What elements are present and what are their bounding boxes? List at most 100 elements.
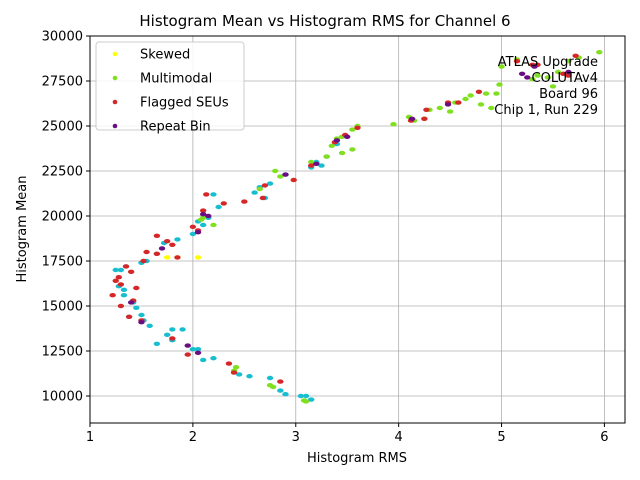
data-point <box>338 150 346 156</box>
data-point <box>194 255 202 260</box>
data-point <box>408 116 416 122</box>
annotation-line: COLUTAv4 <box>532 71 598 86</box>
data-point <box>199 222 207 228</box>
legend-marker <box>112 99 118 105</box>
legend-label: Skewed <box>140 48 190 63</box>
data-point <box>115 275 123 280</box>
y-tick-label: 20000 <box>42 210 83 225</box>
y-tick-label: 25000 <box>42 120 83 135</box>
data-point <box>199 212 207 217</box>
data-point <box>266 181 274 186</box>
data-point <box>199 357 207 363</box>
x-tick-label: 1 <box>86 430 94 445</box>
data-point <box>444 102 452 107</box>
data-point <box>421 116 428 122</box>
data-point <box>290 177 297 183</box>
data-point <box>189 224 197 229</box>
legend-entry: Skewed <box>112 48 190 63</box>
data-point <box>524 75 531 80</box>
data-point <box>210 192 217 197</box>
data-point <box>493 91 500 96</box>
x-tick-label: 3 <box>292 430 300 445</box>
data-point <box>133 305 140 310</box>
data-point <box>277 379 284 384</box>
data-point <box>210 356 217 361</box>
data-point <box>529 77 536 82</box>
data-point <box>246 374 253 379</box>
x-axis-title: Histogram RMS <box>307 451 407 466</box>
data-point <box>153 251 161 256</box>
data-point <box>210 222 217 228</box>
data-point <box>271 168 279 174</box>
data-point <box>344 134 351 139</box>
legend-marker <box>112 75 118 81</box>
data-point <box>308 159 315 165</box>
data-point <box>158 246 166 251</box>
data-point <box>544 75 552 80</box>
legend-label: Repeat Bin <box>140 120 211 135</box>
data-point <box>184 343 191 348</box>
data-point <box>127 269 135 274</box>
x-tick-label: 5 <box>497 430 505 445</box>
data-point <box>138 320 145 325</box>
data-point <box>565 69 572 75</box>
data-point <box>596 50 603 55</box>
data-point <box>549 84 557 89</box>
data-point <box>169 336 176 341</box>
y-axis-title: Histogram Mean <box>15 176 30 283</box>
data-point <box>153 233 161 238</box>
data-point <box>169 327 176 332</box>
annotation-line: Board 96 <box>539 87 598 102</box>
data-point <box>140 258 147 264</box>
legend-frame <box>95 41 245 131</box>
y-tick-label: 22500 <box>42 165 83 180</box>
data-point <box>308 397 315 402</box>
data-point <box>323 154 330 159</box>
data-point <box>261 183 269 188</box>
data-point <box>199 208 207 213</box>
data-point <box>282 172 289 177</box>
annotation-line: Chip 1, Run 229 <box>494 103 598 118</box>
legend-marker <box>112 123 118 129</box>
data-point <box>446 109 454 114</box>
data-point <box>269 384 277 390</box>
data-point <box>133 285 140 291</box>
data-point <box>531 64 538 69</box>
data-point <box>436 105 444 111</box>
y-tick-label: 12500 <box>42 345 83 360</box>
data-point <box>163 239 171 244</box>
data-point <box>259 195 267 201</box>
data-point <box>302 399 310 404</box>
data-point <box>302 393 310 399</box>
data-point <box>423 107 430 113</box>
data-point <box>277 174 284 179</box>
data-point <box>482 91 490 96</box>
data-point <box>203 192 210 197</box>
data-point <box>565 59 572 64</box>
data-point <box>328 143 335 148</box>
data-point <box>266 375 274 381</box>
data-point <box>313 161 320 166</box>
data-point <box>122 264 130 269</box>
data-point <box>282 392 289 397</box>
y-tick-label: 30000 <box>42 30 83 45</box>
data-point <box>215 204 222 210</box>
y-tick-label: 27500 <box>42 75 83 90</box>
data-point <box>333 138 341 143</box>
data-point <box>184 352 191 357</box>
data-point <box>143 249 150 255</box>
data-point <box>163 255 171 260</box>
y-tick-label: 10000 <box>42 390 83 405</box>
data-point <box>179 327 186 332</box>
data-point <box>169 242 176 247</box>
data-point <box>194 230 202 235</box>
data-point <box>225 361 233 366</box>
data-point <box>534 73 541 78</box>
data-point <box>475 89 483 95</box>
series-repeat-bin <box>127 64 572 355</box>
data-point <box>297 393 305 399</box>
data-point <box>127 300 135 305</box>
data-point <box>488 105 495 111</box>
